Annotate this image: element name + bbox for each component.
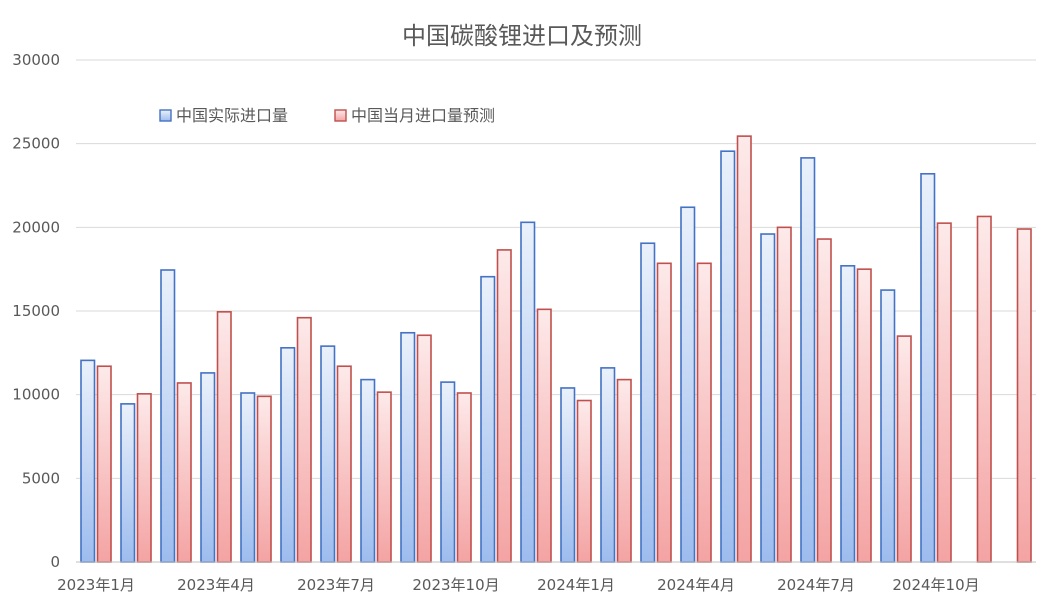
y-tick-label: 20000: [12, 218, 60, 236]
x-tick-label: 2024年10月: [892, 576, 979, 594]
bar-forecast-15: [656, 262, 672, 563]
bar-forecast-4: [216, 311, 232, 563]
bar-forecast-7: [336, 365, 352, 563]
bar-forecast-18: [776, 226, 792, 563]
gridlines: [76, 59, 1036, 479]
bar-actual-4: [200, 372, 216, 563]
bar-actual-10: [440, 381, 456, 563]
x-tick-label: 2023年10月: [412, 576, 499, 594]
y-tick-label: 30000: [12, 51, 60, 69]
bar-forecast-8: [376, 391, 392, 563]
bar-actual-11: [480, 275, 496, 563]
bar-actual-12: [520, 221, 536, 563]
bar-forecast-6: [296, 316, 312, 563]
bar-forecast-5: [256, 395, 272, 563]
bar-actual-8: [360, 378, 376, 563]
y-tick-label: 5000: [22, 469, 60, 487]
x-tick-label: 2023年4月: [177, 576, 255, 594]
x-tick-label: 2024年7月: [777, 576, 855, 594]
bar-actual-18: [760, 233, 776, 563]
y-tick-label: 15000: [12, 302, 60, 320]
bar-forecast-19: [816, 238, 832, 563]
bar-actual-3: [160, 269, 176, 563]
bars: [80, 135, 1032, 563]
bar-forecast-11: [496, 249, 512, 563]
chart-title: 中国碳酸锂进口及预测: [402, 22, 642, 50]
x-tick-label: 2024年1月: [537, 576, 615, 594]
bar-forecast-3: [176, 382, 192, 563]
bar-actual-5: [240, 392, 256, 563]
x-tick-label: 2023年1月: [57, 576, 135, 594]
y-tick-label: 0: [50, 553, 60, 571]
legend-swatch: [159, 109, 172, 122]
bar-actual-15: [640, 242, 656, 563]
bar-forecast-23: [976, 215, 992, 563]
bar-actual-17: [720, 150, 736, 563]
bar-forecast-22: [936, 222, 952, 563]
bar-actual-20: [840, 265, 856, 563]
bar-forecast-12: [536, 308, 552, 563]
bar-actual-19: [800, 157, 816, 563]
bar-forecast-1: [96, 365, 112, 563]
bar-forecast-21: [896, 335, 912, 563]
bar-actual-16: [680, 206, 696, 563]
bar-forecast-17: [736, 135, 752, 563]
bar-actual-6: [280, 347, 296, 563]
bar-actual-9: [400, 331, 416, 563]
bar-actual-13: [560, 387, 576, 563]
x-tick-label: 2023年7月: [297, 576, 375, 594]
bar-actual-2: [120, 403, 136, 563]
y-tick-label: 10000: [12, 386, 60, 404]
y-tick-label: 25000: [12, 135, 60, 153]
bar-actual-22: [920, 172, 936, 563]
bar-actual-1: [80, 359, 96, 563]
bar-actual-14: [600, 367, 616, 563]
legend-swatch: [334, 109, 347, 122]
bar-forecast-24: [1016, 228, 1032, 563]
bar-forecast-9: [416, 334, 432, 563]
x-axis-ticks: 2023年1月 2023年4月 2023年7月 2023年10月 2024年1月 2024…: [57, 576, 979, 594]
bar-forecast-10: [456, 392, 472, 563]
bar-forecast-2: [136, 393, 152, 563]
legend: 中国实际进口量 中国当月进口量预测: [159, 106, 495, 125]
legend-label: 中国实际进口量: [176, 106, 288, 125]
bar-actual-21: [880, 289, 896, 563]
bar-actual-7: [320, 345, 336, 563]
bar-forecast-13: [576, 399, 592, 563]
x-tick-label: 2024年4月: [657, 576, 735, 594]
bar-forecast-14: [616, 378, 632, 563]
bar-forecast-20: [856, 268, 872, 563]
bar-forecast-16: [696, 262, 712, 563]
y-axis-ticks: 0 5000 10000 15000 20000 25000 30000: [12, 51, 60, 571]
legend-label: 中国当月进口量预测: [351, 106, 495, 125]
